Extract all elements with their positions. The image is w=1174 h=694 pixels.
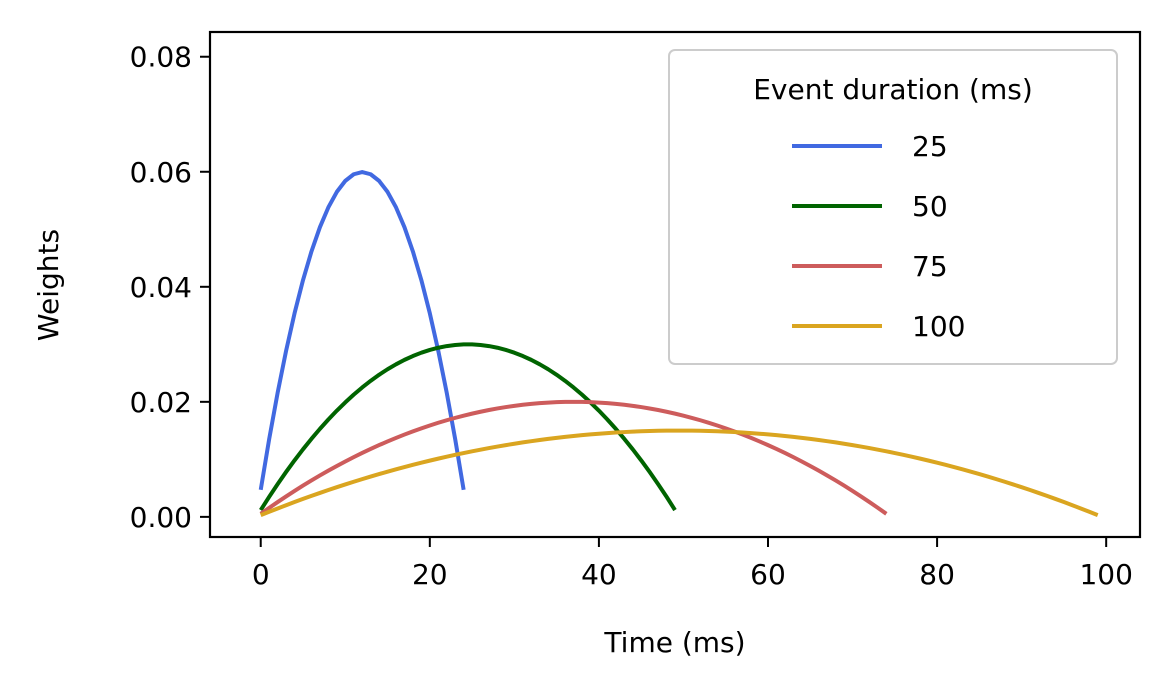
- y-tick-label: 0.04: [130, 271, 192, 304]
- series-line-100: [259, 428, 1099, 518]
- y-tick-label: 0.00: [130, 501, 192, 534]
- y-tick-label: 0.02: [130, 386, 192, 419]
- y-axis: 0.00 0.02 0.04 0.06 0.08: [130, 41, 210, 534]
- legend-label-75: 75: [912, 250, 948, 283]
- x-axis: 0 20 40 60 80 100: [252, 537, 1133, 591]
- y-axis-label: Weights: [32, 229, 65, 341]
- x-tick-label: 20: [412, 558, 448, 591]
- legend-entries: 25 50 75 100: [792, 130, 965, 343]
- legend-title: Event duration (ms): [753, 73, 1033, 106]
- legend-label-50: 50: [912, 190, 948, 223]
- legend-label-100: 100: [912, 310, 965, 343]
- series-layer: [258, 170, 1099, 518]
- x-tick-label: 60: [750, 558, 786, 591]
- x-tick-label: 40: [581, 558, 617, 591]
- series-line-50: [259, 342, 677, 512]
- x-tick-label: 0: [252, 558, 270, 591]
- legend-box: [668, 49, 1118, 365]
- x-axis-label: Time (ms): [603, 626, 745, 659]
- y-tick-label: 0.08: [130, 41, 192, 74]
- series-line-75: [259, 399, 888, 516]
- legend-label-25: 25: [912, 130, 948, 163]
- x-tick-label: 100: [1079, 558, 1132, 591]
- x-tick-label: 80: [919, 558, 955, 591]
- legend: Event duration (ms) 25 50 75 100: [668, 49, 1118, 365]
- y-tick-label: 0.06: [130, 156, 192, 189]
- plot-frame: [208, 30, 1142, 539]
- series-line-25: [258, 170, 466, 491]
